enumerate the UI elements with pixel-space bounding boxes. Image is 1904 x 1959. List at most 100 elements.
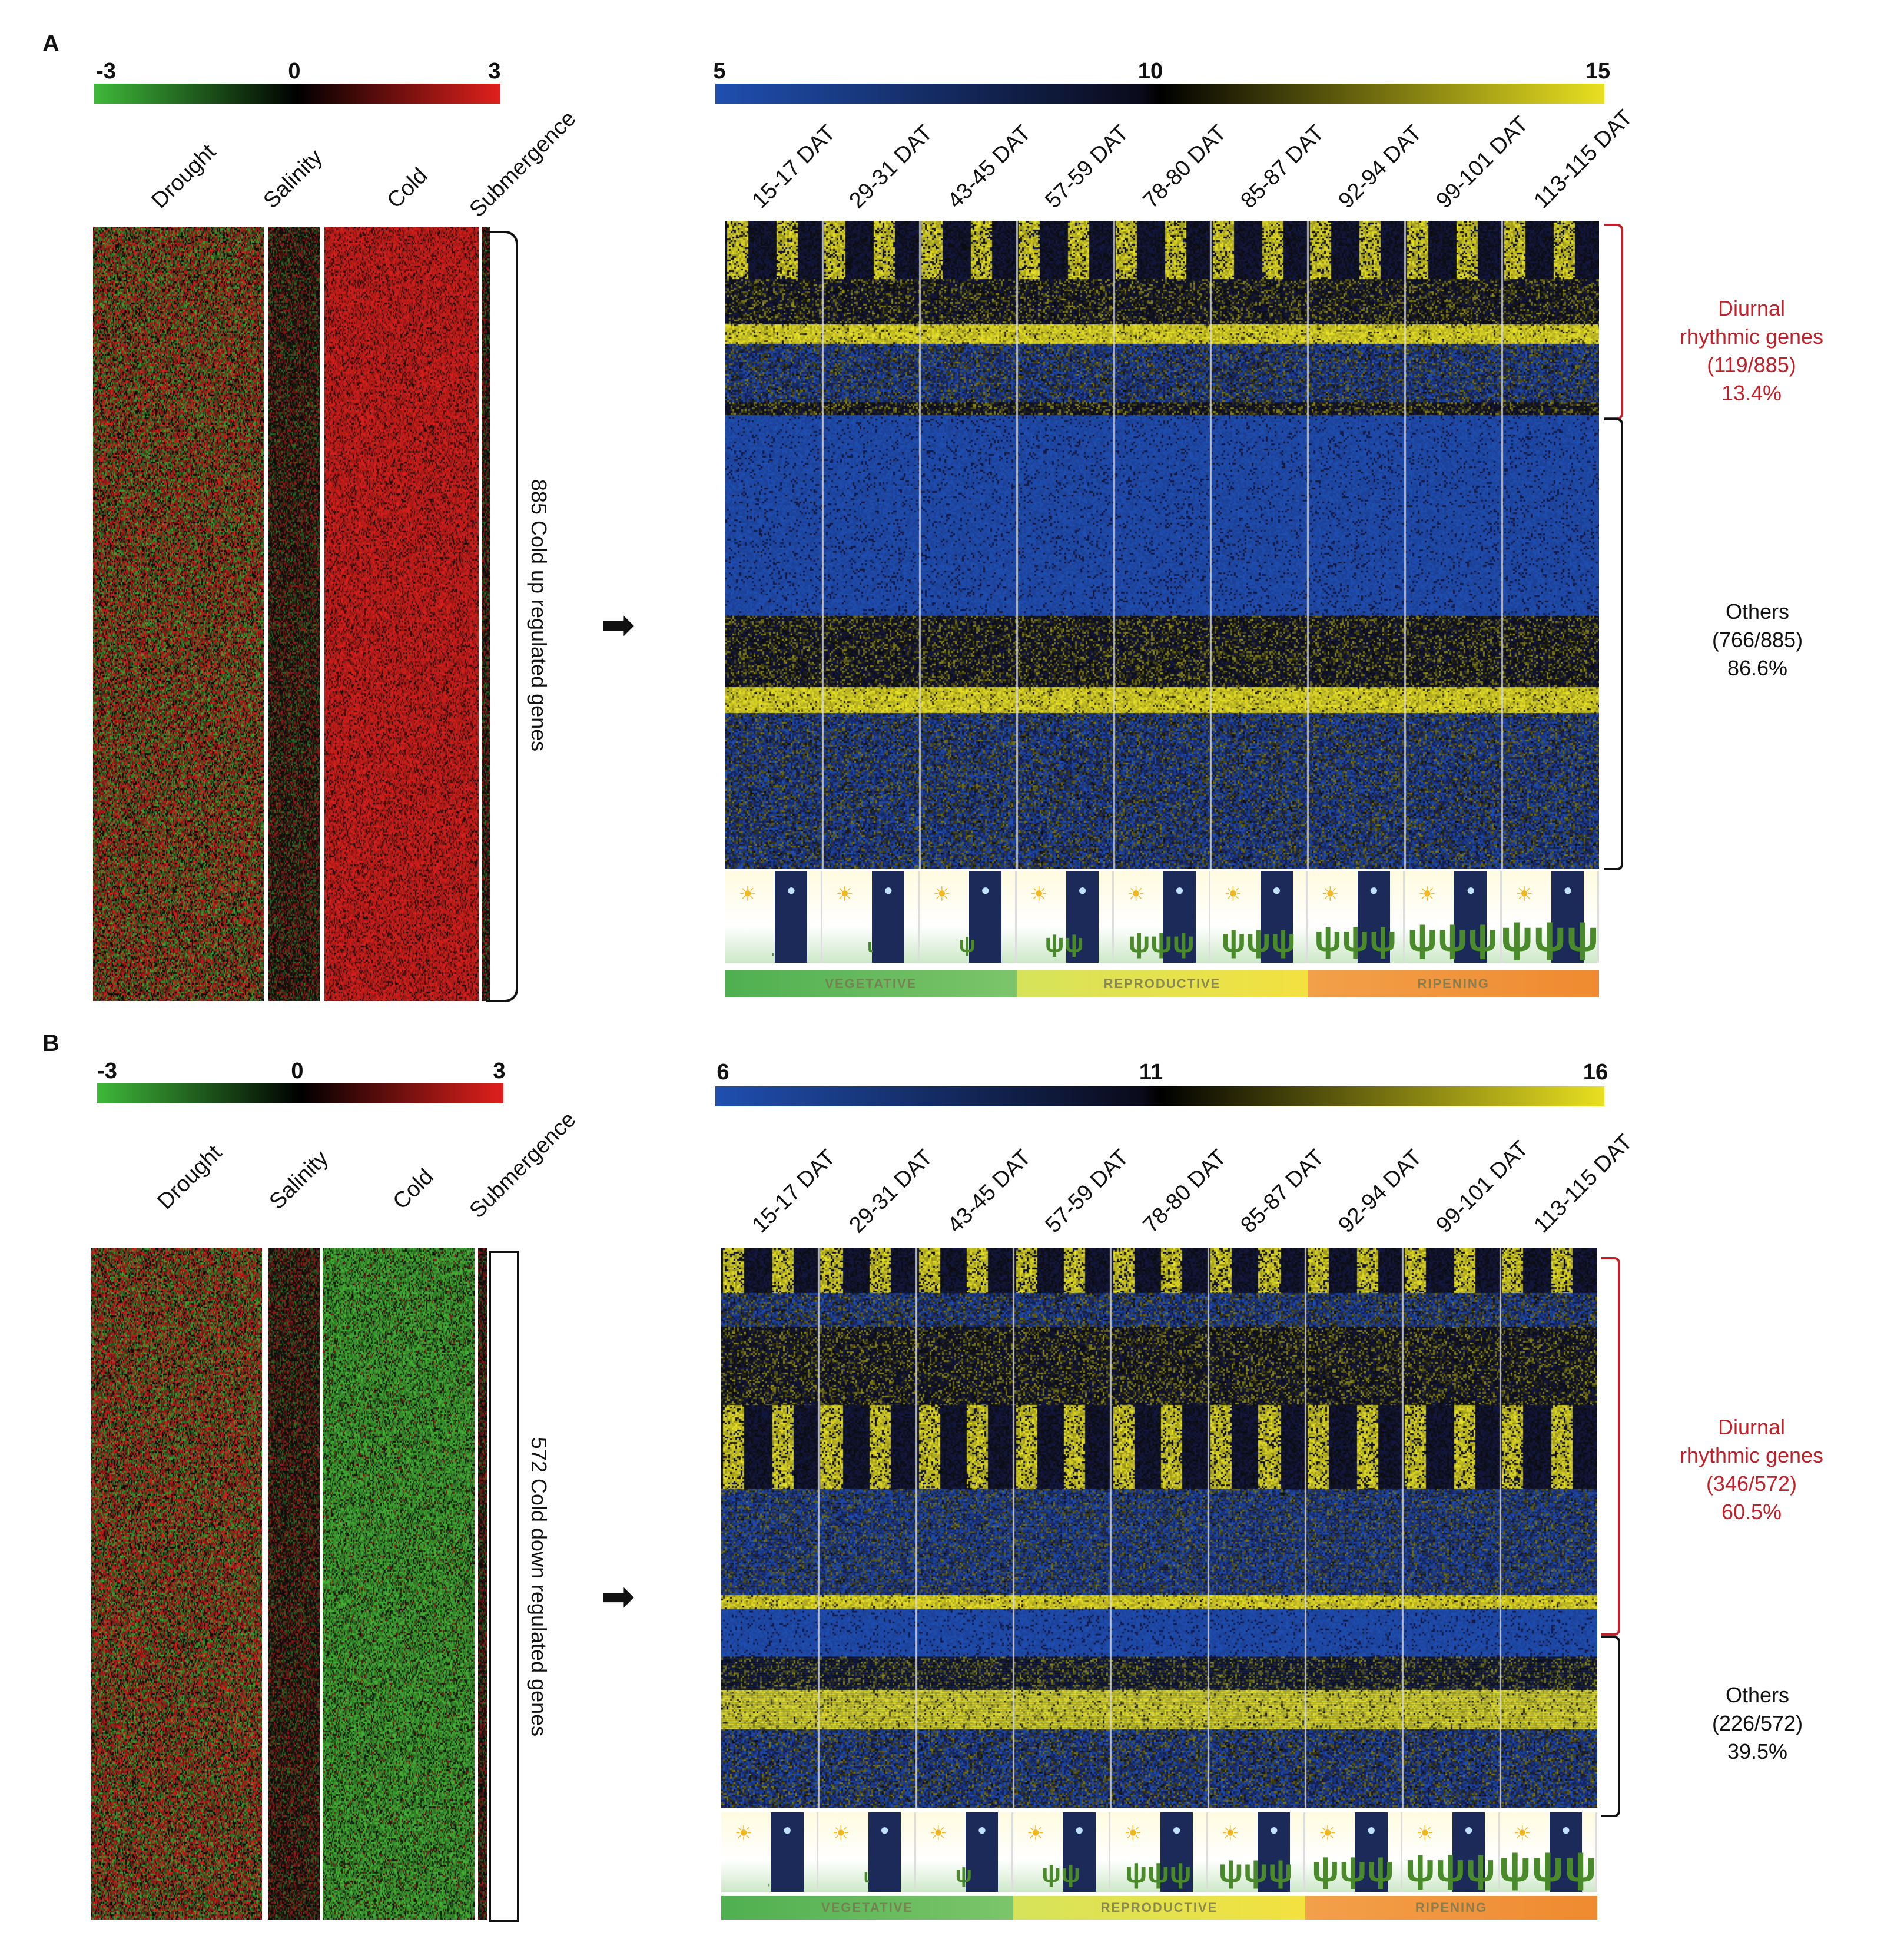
moon-icon: ● bbox=[1561, 1820, 1571, 1838]
growth-illustration-strip: ☀ ● ˌ ☀ ● ɩ ☀ ● ψ ☀ ● ψψ ☀ ● ψψψ ☀ ● ψψψ ☀ ● ψψψ ☀ ● ψψψ ☀ ● ψψψ bbox=[721, 1812, 1597, 1892]
night-panel bbox=[1260, 871, 1293, 963]
rice-plant-icon: ψψ bbox=[1041, 1859, 1081, 1888]
sun-icon: ☀ bbox=[933, 883, 951, 906]
time-point-label: 15-17 DAT bbox=[747, 1145, 841, 1238]
time-point-label: 99-101 DAT bbox=[1431, 1136, 1534, 1238]
gene-set-label: 572 Cold down regulated genes bbox=[527, 1437, 551, 1737]
night-panel bbox=[1066, 871, 1099, 963]
time-point-label: 92-94 DAT bbox=[1334, 1145, 1427, 1238]
gene-set-brace bbox=[486, 231, 518, 1002]
moon-icon: ● bbox=[1466, 880, 1476, 899]
right-scale-min: 5 bbox=[713, 59, 726, 84]
panel-label: B bbox=[42, 1030, 59, 1056]
moon-icon: ● bbox=[977, 1820, 987, 1838]
diurnal-title: Diurnal rhythmic genes bbox=[1679, 296, 1824, 349]
sun-icon: ☀ bbox=[929, 1822, 947, 1845]
sun-icon: ☀ bbox=[1513, 1822, 1531, 1845]
moon-icon: ● bbox=[1077, 880, 1087, 899]
night-panel bbox=[872, 871, 905, 963]
rice-plant-icon: ɩ bbox=[867, 934, 873, 956]
others-title: Others bbox=[1725, 599, 1790, 624]
time-point-label: 113-115 DAT bbox=[1529, 1129, 1638, 1238]
condition-label: Salinity bbox=[264, 1145, 333, 1215]
heatmap-submergence bbox=[482, 227, 490, 1001]
time-point-label: 43-45 DAT bbox=[943, 120, 1036, 214]
moon-icon: ● bbox=[1175, 880, 1185, 899]
night-panel bbox=[966, 1812, 999, 1892]
day-night-illustration: ☀ ● ψψ bbox=[1016, 871, 1114, 963]
diurnal-title: Diurnal rhythmic genes bbox=[1679, 1415, 1824, 1467]
day-night-illustration: ☀ ● ɩ bbox=[822, 871, 920, 963]
condition-label: Cold bbox=[388, 1164, 439, 1215]
left-scale-mid: 0 bbox=[291, 1059, 304, 1083]
sun-icon: ☀ bbox=[1221, 1822, 1239, 1845]
others-annotation: Others (226/572) 39.5% bbox=[1712, 1681, 1803, 1766]
moon-icon: ● bbox=[880, 1820, 890, 1838]
night-panel bbox=[1258, 1812, 1291, 1892]
sun-icon: ☀ bbox=[1515, 883, 1534, 906]
time-point-label: 85-87 DAT bbox=[1236, 1145, 1329, 1238]
day-night-illustration: ☀ ● ψψψ bbox=[1210, 871, 1308, 963]
sun-icon: ☀ bbox=[1418, 883, 1437, 906]
day-night-illustration: ☀ ● ψψ bbox=[1013, 1812, 1111, 1892]
day-night-illustration: ☀ ● ψψψ bbox=[1110, 1812, 1208, 1892]
day-night-illustration: ☀ ● ˌ bbox=[725, 871, 822, 963]
rice-plant-icon: ˌ bbox=[770, 938, 776, 956]
night-panel bbox=[868, 1812, 901, 1892]
rice-plant-icon: ψψψ bbox=[1127, 925, 1195, 959]
night-panel bbox=[771, 1812, 804, 1892]
diurnal-count: (346/572) bbox=[1706, 1471, 1797, 1496]
time-point-label: 113-115 DAT bbox=[1529, 105, 1638, 214]
moon-icon: ● bbox=[1369, 880, 1379, 899]
moon-icon: ● bbox=[1563, 880, 1573, 899]
gene-set-label: 885 Cold up regulated genes bbox=[527, 479, 551, 752]
time-point-label: 43-45 DAT bbox=[943, 1145, 1036, 1238]
night-panel bbox=[1063, 1812, 1096, 1892]
moon-icon: ● bbox=[1269, 1820, 1279, 1838]
moon-icon: ● bbox=[1074, 1820, 1084, 1838]
stage-ripening: RIPENING bbox=[1308, 970, 1600, 997]
stage-vegetative: VEGETATIVE bbox=[725, 970, 1017, 997]
time-point-label: 29-31 DAT bbox=[844, 120, 938, 214]
left-color-scale-bar bbox=[97, 1083, 503, 1103]
others-pct: 86.6% bbox=[1727, 656, 1788, 680]
stage-ripening: RIPENING bbox=[1305, 1896, 1597, 1920]
diurnal-pct: 60.5% bbox=[1721, 1500, 1782, 1524]
day-night-illustration: ☀ ● ψψψ bbox=[1308, 871, 1405, 963]
sun-icon: ☀ bbox=[832, 1822, 850, 1845]
diurnal-annotation: Diurnal rhythmic genes (346/572) 60.5% bbox=[1676, 1413, 1828, 1526]
gene-set-box bbox=[489, 1251, 519, 1922]
left-scale-max: 3 bbox=[493, 1059, 506, 1083]
heatmap-submergence bbox=[478, 1248, 487, 1920]
day-night-illustration: ☀ ● ˌ bbox=[721, 1812, 819, 1892]
time-point-label: 78-80 DAT bbox=[1138, 1145, 1232, 1238]
right-scale-mid: 11 bbox=[1139, 1060, 1163, 1085]
left-scale-min: -3 bbox=[96, 59, 116, 84]
rice-plant-icon: ψψψ bbox=[1125, 1855, 1192, 1889]
sun-icon: ☀ bbox=[1124, 1822, 1142, 1845]
heatmap-salinity bbox=[268, 1248, 320, 1920]
rice-plant-icon: ˌ bbox=[766, 1868, 772, 1887]
sun-icon: ☀ bbox=[1030, 883, 1048, 906]
condition-label: Submergence bbox=[465, 1107, 581, 1224]
right-scale-mid: 10 bbox=[1137, 59, 1163, 84]
condition-label: Drought bbox=[152, 1140, 227, 1215]
sun-icon: ☀ bbox=[734, 1822, 753, 1845]
day-night-illustration: ☀ ● ψ bbox=[919, 871, 1017, 963]
rice-plant-icon: ψψψ bbox=[1312, 1848, 1395, 1890]
moon-icon: ● bbox=[883, 880, 893, 899]
condition-label: Cold bbox=[382, 163, 433, 214]
others-title: Others bbox=[1725, 1683, 1790, 1707]
day-night-illustration: ☀ ● ψψψ bbox=[1208, 1812, 1305, 1892]
left-scale-mid: 0 bbox=[288, 59, 301, 84]
day-night-illustration: ☀ ● ɩ bbox=[818, 1812, 916, 1892]
others-bracket bbox=[1604, 418, 1623, 870]
rice-plant-icon: ψ bbox=[958, 932, 976, 957]
diurnal-pct: 13.4% bbox=[1721, 381, 1782, 405]
night-panel bbox=[1452, 1812, 1485, 1892]
night-panel bbox=[968, 871, 1002, 963]
time-point-label: 99-101 DAT bbox=[1431, 111, 1534, 214]
others-bracket bbox=[1601, 1636, 1620, 1817]
sun-icon: ☀ bbox=[1224, 883, 1242, 906]
time-point-label: 85-87 DAT bbox=[1236, 120, 1329, 214]
